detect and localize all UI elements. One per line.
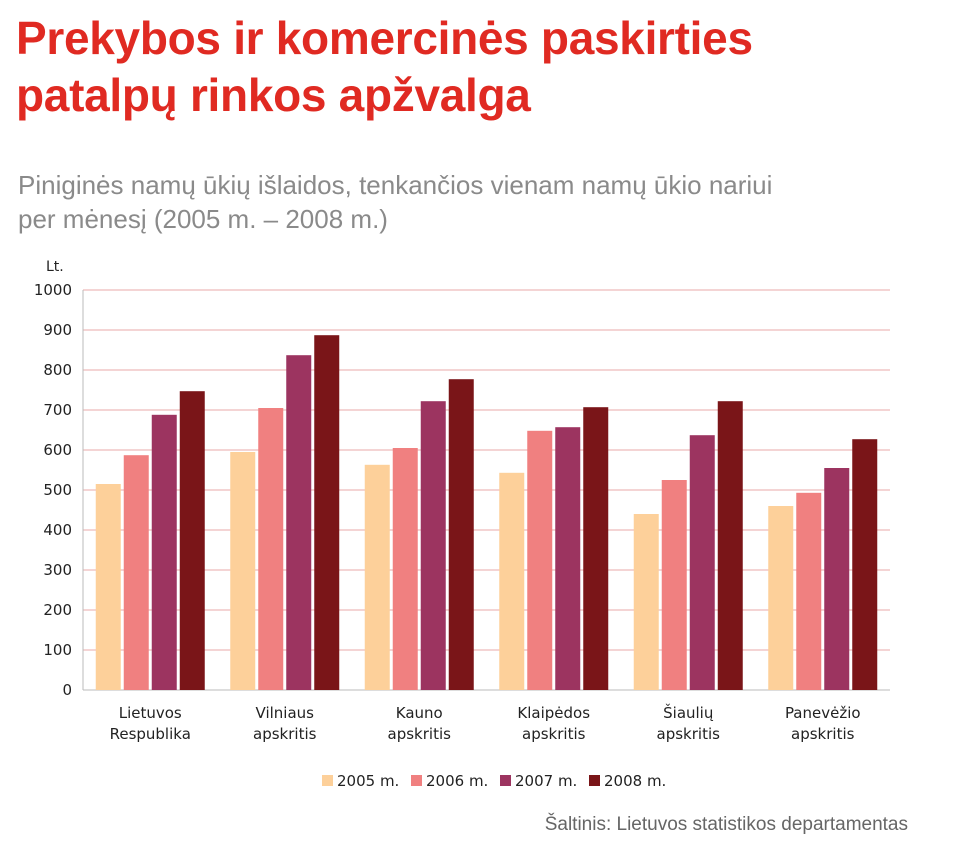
bar — [768, 506, 794, 690]
bar — [448, 379, 474, 690]
bar — [179, 391, 205, 690]
x-tick-label: Klaipėdos — [517, 704, 590, 722]
bar — [364, 464, 390, 690]
x-tick-label: Šiaulių — [663, 703, 714, 722]
y-tick-label: 700 — [43, 401, 72, 419]
legend-label: 2007 m. — [515, 772, 577, 790]
y-tick-label: 100 — [43, 641, 72, 659]
bar — [151, 414, 177, 690]
x-tick-label: Kauno — [396, 704, 443, 722]
title-line-2: patalpų rinkos apžvalga — [16, 69, 531, 121]
y-tick-label: 200 — [43, 601, 72, 619]
bar — [230, 452, 256, 690]
bar — [420, 401, 446, 690]
bar — [689, 435, 715, 690]
x-tick-label: apskritis — [657, 725, 721, 743]
bar — [258, 408, 284, 690]
y-tick-label: 400 — [43, 521, 72, 539]
y-tick-label: 1000 — [34, 281, 72, 299]
bar — [314, 335, 340, 690]
bar — [286, 355, 312, 690]
x-tick-label: apskritis — [253, 725, 317, 743]
bar — [392, 448, 418, 690]
legend-swatch — [589, 775, 600, 786]
bar — [661, 480, 687, 690]
x-tick-label: Vilniaus — [256, 704, 315, 722]
legend-swatch — [500, 775, 511, 786]
y-tick-label: 500 — [43, 481, 72, 499]
page-title: Prekybos ir komercinės paskirties patalp… — [16, 10, 946, 124]
subtitle-line-1: Piniginės namų ūkių išlaidos, tenkančios… — [18, 170, 773, 200]
legend-swatch — [322, 775, 333, 786]
legend-swatch — [411, 775, 422, 786]
legend-label: 2006 m. — [426, 772, 488, 790]
x-tick-label: Lietuvos — [119, 704, 182, 722]
y-tick-label: 0 — [62, 681, 72, 699]
x-tick-label: apskritis — [522, 725, 586, 743]
bar — [95, 484, 121, 690]
y-tick-label: 900 — [43, 321, 72, 339]
bar — [717, 401, 743, 690]
x-tick-label: apskritis — [791, 725, 855, 743]
bar — [583, 407, 609, 690]
bar-chart: Lt. 0 100 200 300 400 500 600 700 800 900 1000 Lietu… — [34, 259, 890, 790]
legend-label: 2005 m. — [337, 772, 399, 790]
chart-subtitle: Piniginės namų ūkių išlaidos, tenkančios… — [18, 168, 918, 236]
legend-label: 2008 m. — [604, 772, 666, 790]
x-tick-label: Respublika — [110, 725, 191, 743]
title-line-1: Prekybos ir komercinės paskirties — [16, 12, 753, 64]
x-tick-label: apskritis — [388, 725, 452, 743]
bar — [499, 472, 525, 690]
bar — [123, 455, 149, 690]
bar — [527, 430, 553, 690]
bar — [555, 427, 581, 690]
bar — [633, 514, 659, 690]
bar — [796, 492, 822, 690]
source-note: Šaltinis: Lietuvos statistikos departame… — [544, 814, 908, 835]
bar — [852, 439, 878, 690]
bar — [824, 468, 850, 690]
x-tick-label: Panevėžio — [785, 704, 861, 722]
y-tick-label: 600 — [43, 441, 72, 459]
subtitle-line-2: per mėnesį (2005 m. – 2008 m.) — [18, 204, 388, 234]
y-tick-label: 300 — [43, 561, 72, 579]
y-axis-unit-label: Lt. — [46, 259, 64, 275]
y-tick-label: 800 — [43, 361, 72, 379]
